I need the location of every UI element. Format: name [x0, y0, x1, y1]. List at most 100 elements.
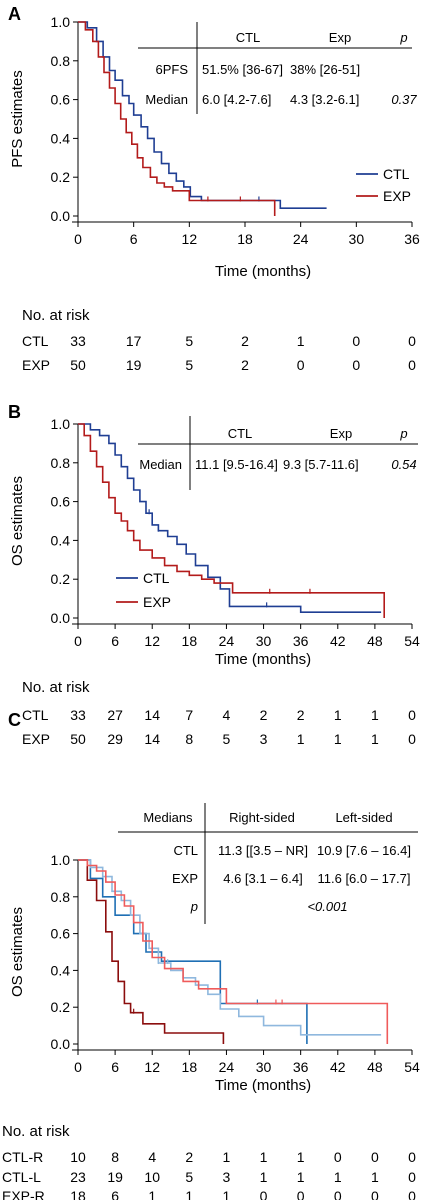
- table-row-label: Median: [139, 457, 182, 472]
- risk-value: 0: [371, 1188, 379, 1200]
- risk-value: 0: [334, 1188, 342, 1200]
- x-tick-label: 18: [182, 633, 198, 649]
- y-tick-label: 0.8: [51, 455, 71, 471]
- risk-table-title: No. at risk: [22, 679, 90, 696]
- risk-row-label: EXP: [22, 731, 50, 747]
- series-line-exp-l: [78, 859, 389, 1044]
- risk-value: 0: [371, 1149, 379, 1165]
- risk-value: 5: [185, 357, 193, 373]
- panel-c: C0.00.20.40.60.81.00 6 12 18 24 30 36 42 48 54OS …: [2, 710, 420, 1200]
- table-cell-p: <0.001: [307, 899, 347, 914]
- risk-value: 1: [223, 1188, 231, 1200]
- risk-value: 7: [185, 707, 193, 723]
- y-tick-label: 0.4: [51, 130, 71, 146]
- table-row-label: CTL: [173, 843, 198, 858]
- y-tick-label: 0.2: [51, 999, 71, 1015]
- legend-label-ctl: CTL: [383, 166, 410, 182]
- risk-value: 2: [185, 1149, 193, 1165]
- table-cell-p: 0.54: [391, 457, 416, 472]
- x-tick-label: 48: [367, 633, 383, 649]
- risk-value: 33: [70, 333, 86, 349]
- risk-value: 3: [260, 731, 268, 747]
- y-tick-label: 0.4: [51, 962, 71, 978]
- x-tick-label: 54: [404, 633, 420, 649]
- risk-value: 0: [408, 1149, 416, 1165]
- table-row-label: EXP: [172, 871, 198, 886]
- table-cell-exp: 4.3 [3.2-6.1]: [290, 92, 359, 107]
- risk-value: 5: [185, 333, 193, 349]
- table-cell-ctl: 51.5% [36-67]: [202, 62, 283, 77]
- risk-value: 10: [144, 1169, 160, 1185]
- table-header: Exp: [330, 426, 352, 441]
- risk-value: 0: [408, 1169, 416, 1185]
- risk-value: 0: [408, 707, 416, 723]
- x-tick-label: 6: [111, 633, 119, 649]
- y-axis-label: OS estimates: [9, 907, 26, 997]
- series-line-exp: [78, 423, 385, 618]
- y-tick-label: 0.8: [51, 889, 71, 905]
- series-line-ctl: [78, 423, 382, 613]
- risk-value: 3: [223, 1169, 231, 1185]
- risk-table-title: No. at risk: [2, 1123, 70, 1140]
- risk-value: 5: [223, 731, 231, 747]
- x-tick-label: 6: [130, 231, 138, 247]
- x-tick-label: 30: [256, 633, 272, 649]
- x-tick-label: 36: [404, 231, 420, 247]
- table-cell-right: 11.3 [[3.5 – NR]: [218, 843, 308, 858]
- risk-value: 10: [70, 1149, 86, 1165]
- y-tick-label: 1.0: [51, 14, 71, 30]
- risk-value: 1: [334, 731, 342, 747]
- x-tick-label: 42: [330, 1059, 346, 1075]
- risk-value: 1: [297, 731, 305, 747]
- y-tick-label: 0.2: [51, 571, 71, 587]
- risk-value: 1: [223, 1149, 231, 1165]
- table-cell-exp: 38% [26-51]: [290, 62, 360, 77]
- risk-value: 1: [297, 1149, 305, 1165]
- series-line-ctl: [78, 21, 327, 209]
- risk-row-label: CTL: [22, 333, 49, 349]
- x-tick-label: 24: [219, 1059, 235, 1075]
- risk-value: 0: [352, 333, 360, 349]
- y-tick-label: 0.6: [51, 92, 71, 108]
- table-cell-left: 10.9 [7.6 – 16.4]: [317, 843, 411, 858]
- legend-label-ctl: CTL: [143, 570, 170, 586]
- table-cell-right: 4.6 [3.1 – 6.4]: [223, 871, 303, 886]
- risk-value: 2: [297, 707, 305, 723]
- risk-value: 0: [408, 333, 416, 349]
- risk-value: 2: [241, 333, 249, 349]
- risk-value: 19: [126, 357, 142, 373]
- table-row-label: p: [190, 899, 198, 914]
- y-tick-label: 0.0: [51, 610, 71, 626]
- risk-value: 0: [408, 1188, 416, 1200]
- table-cell-ctl: 11.1 [9.5-16.4]: [195, 457, 278, 472]
- risk-row-label: CTL-L: [2, 1169, 41, 1185]
- risk-value: 2: [241, 357, 249, 373]
- x-tick-label: 0: [74, 633, 82, 649]
- risk-value: 1: [260, 1149, 268, 1165]
- risk-value: 1: [297, 333, 305, 349]
- risk-value: 1: [185, 1188, 193, 1200]
- risk-value: 27: [107, 707, 123, 723]
- x-tick-label: 36: [293, 1059, 309, 1075]
- table-cell-exp: 9.3 [5.7-11.6]: [283, 457, 359, 472]
- risk-value: 14: [144, 731, 160, 747]
- risk-row-label: CTL-R: [2, 1149, 43, 1165]
- risk-value: 1: [148, 1188, 156, 1200]
- panel-label: C: [8, 710, 21, 730]
- x-tick-label: 36: [293, 633, 309, 649]
- y-tick-label: 0.0: [51, 208, 71, 224]
- risk-value: 50: [70, 731, 86, 747]
- risk-value: 17: [126, 333, 142, 349]
- risk-value: 4: [223, 707, 231, 723]
- table-cell-ctl: 6.0 [4.2-7.6]: [202, 92, 271, 107]
- table-header: p: [399, 30, 407, 45]
- y-tick-label: 0.6: [51, 494, 71, 510]
- x-tick-label: 12: [144, 633, 160, 649]
- risk-value: 0: [408, 357, 416, 373]
- risk-value: 18: [70, 1188, 86, 1200]
- table-corner: Medians: [143, 810, 193, 825]
- x-axis-label: Time (months): [215, 1077, 311, 1094]
- risk-value: 1: [371, 731, 379, 747]
- x-tick-label: 48: [367, 1059, 383, 1075]
